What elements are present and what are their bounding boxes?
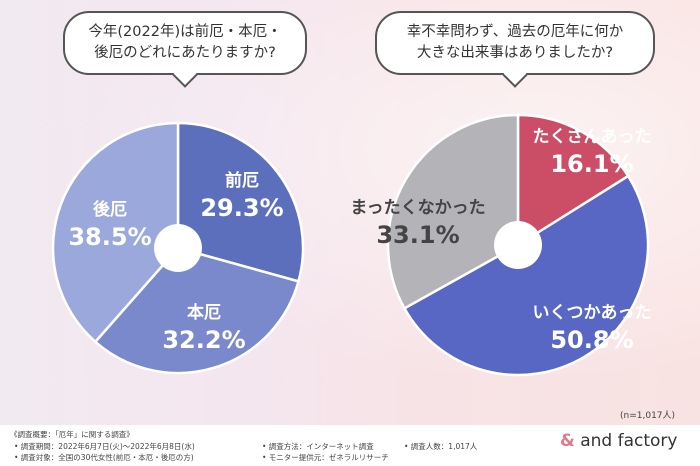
question-1-line-2: 後厄のどれにあたりますか? <box>94 45 276 61</box>
question-2-line-2: 大きな出来事はありましたか? <box>416 45 614 61</box>
chart-1-slice-2-value: 32.2% <box>162 326 245 354</box>
question-2-line-1: 幸不幸問わず、過去の厄年に何か <box>406 24 624 40</box>
survey-count: • 調査人数：1,017人 <box>404 442 478 451</box>
chart-1-center-hole <box>154 224 202 272</box>
survey-footer: 《調査概要：「厄年」に関する調査》 • 調査期間：2022年6月7日(火)〜20… <box>0 425 700 466</box>
question-bubble-1: 今年(2022年)は前厄・本厄・ 後厄のどれにあたりますか? <box>63 11 307 75</box>
chart-2-slice-2-value: 50.8% <box>550 326 633 354</box>
pie-charts: 前厄 29.3% 本厄 32.2% 後厄 38.5% たくさんあった 16.1% いくつかあった… <box>51 113 652 377</box>
chart-2-slice-1-label: たくさんあった <box>533 127 652 147</box>
chart-2-slice-3-label: まったくなかった <box>350 198 485 218</box>
chart-1-slice-3-label: 後厄 <box>93 199 127 220</box>
chart-1-slice-2 <box>93 246 301 375</box>
chart-1-slice-2-label: 本厄 <box>187 302 221 323</box>
logo-name: and factory <box>580 431 678 451</box>
chart-1-slice-3 <box>51 121 180 344</box>
question-1-line-1: 今年(2022年)は前厄・本厄・ <box>88 24 282 40</box>
chart-2-slice-1-value: 16.1% <box>550 150 633 178</box>
chart-2-slice-1 <box>516 113 630 248</box>
brand-logo: & and factory <box>560 431 678 451</box>
chart-2-slice-2-label: いくつかあった <box>533 303 652 323</box>
chart-1-slice-1 <box>176 121 305 283</box>
survey-method: • 調査方法：インターネット調査 <box>262 442 374 451</box>
chart-2-slice-3 <box>386 113 520 311</box>
chart-2-slice-2 <box>402 174 650 377</box>
chart-2-center-hole <box>494 221 542 269</box>
survey-monitor: • モニター提供元：ゼネラルリサーチ <box>262 453 389 462</box>
chart-2-slice-3-value: 33.1% <box>376 221 459 249</box>
survey-period: • 調査期間：2022年6月7日(火)〜2022年6月8日(水) <box>14 442 195 451</box>
chart-1-slice-3-value: 38.5% <box>68 223 151 251</box>
chart-1-slice-1-label: 前厄 <box>225 170 259 191</box>
survey-target: • 調査対象：全国の30代女性(前厄・本厄・後厄の方) <box>14 453 194 462</box>
logo-ampersand: & <box>560 431 575 451</box>
chart-1-slice-1-value: 29.3% <box>200 194 283 222</box>
survey-summary-title: 《調査概要：「厄年」に関する調査》 <box>10 430 134 439</box>
sample-size-note: (n=1,017人) <box>620 411 676 421</box>
question-bubble-2: 幸不幸問わず、過去の厄年に何か 大きな出来事はありましたか? <box>375 11 655 75</box>
